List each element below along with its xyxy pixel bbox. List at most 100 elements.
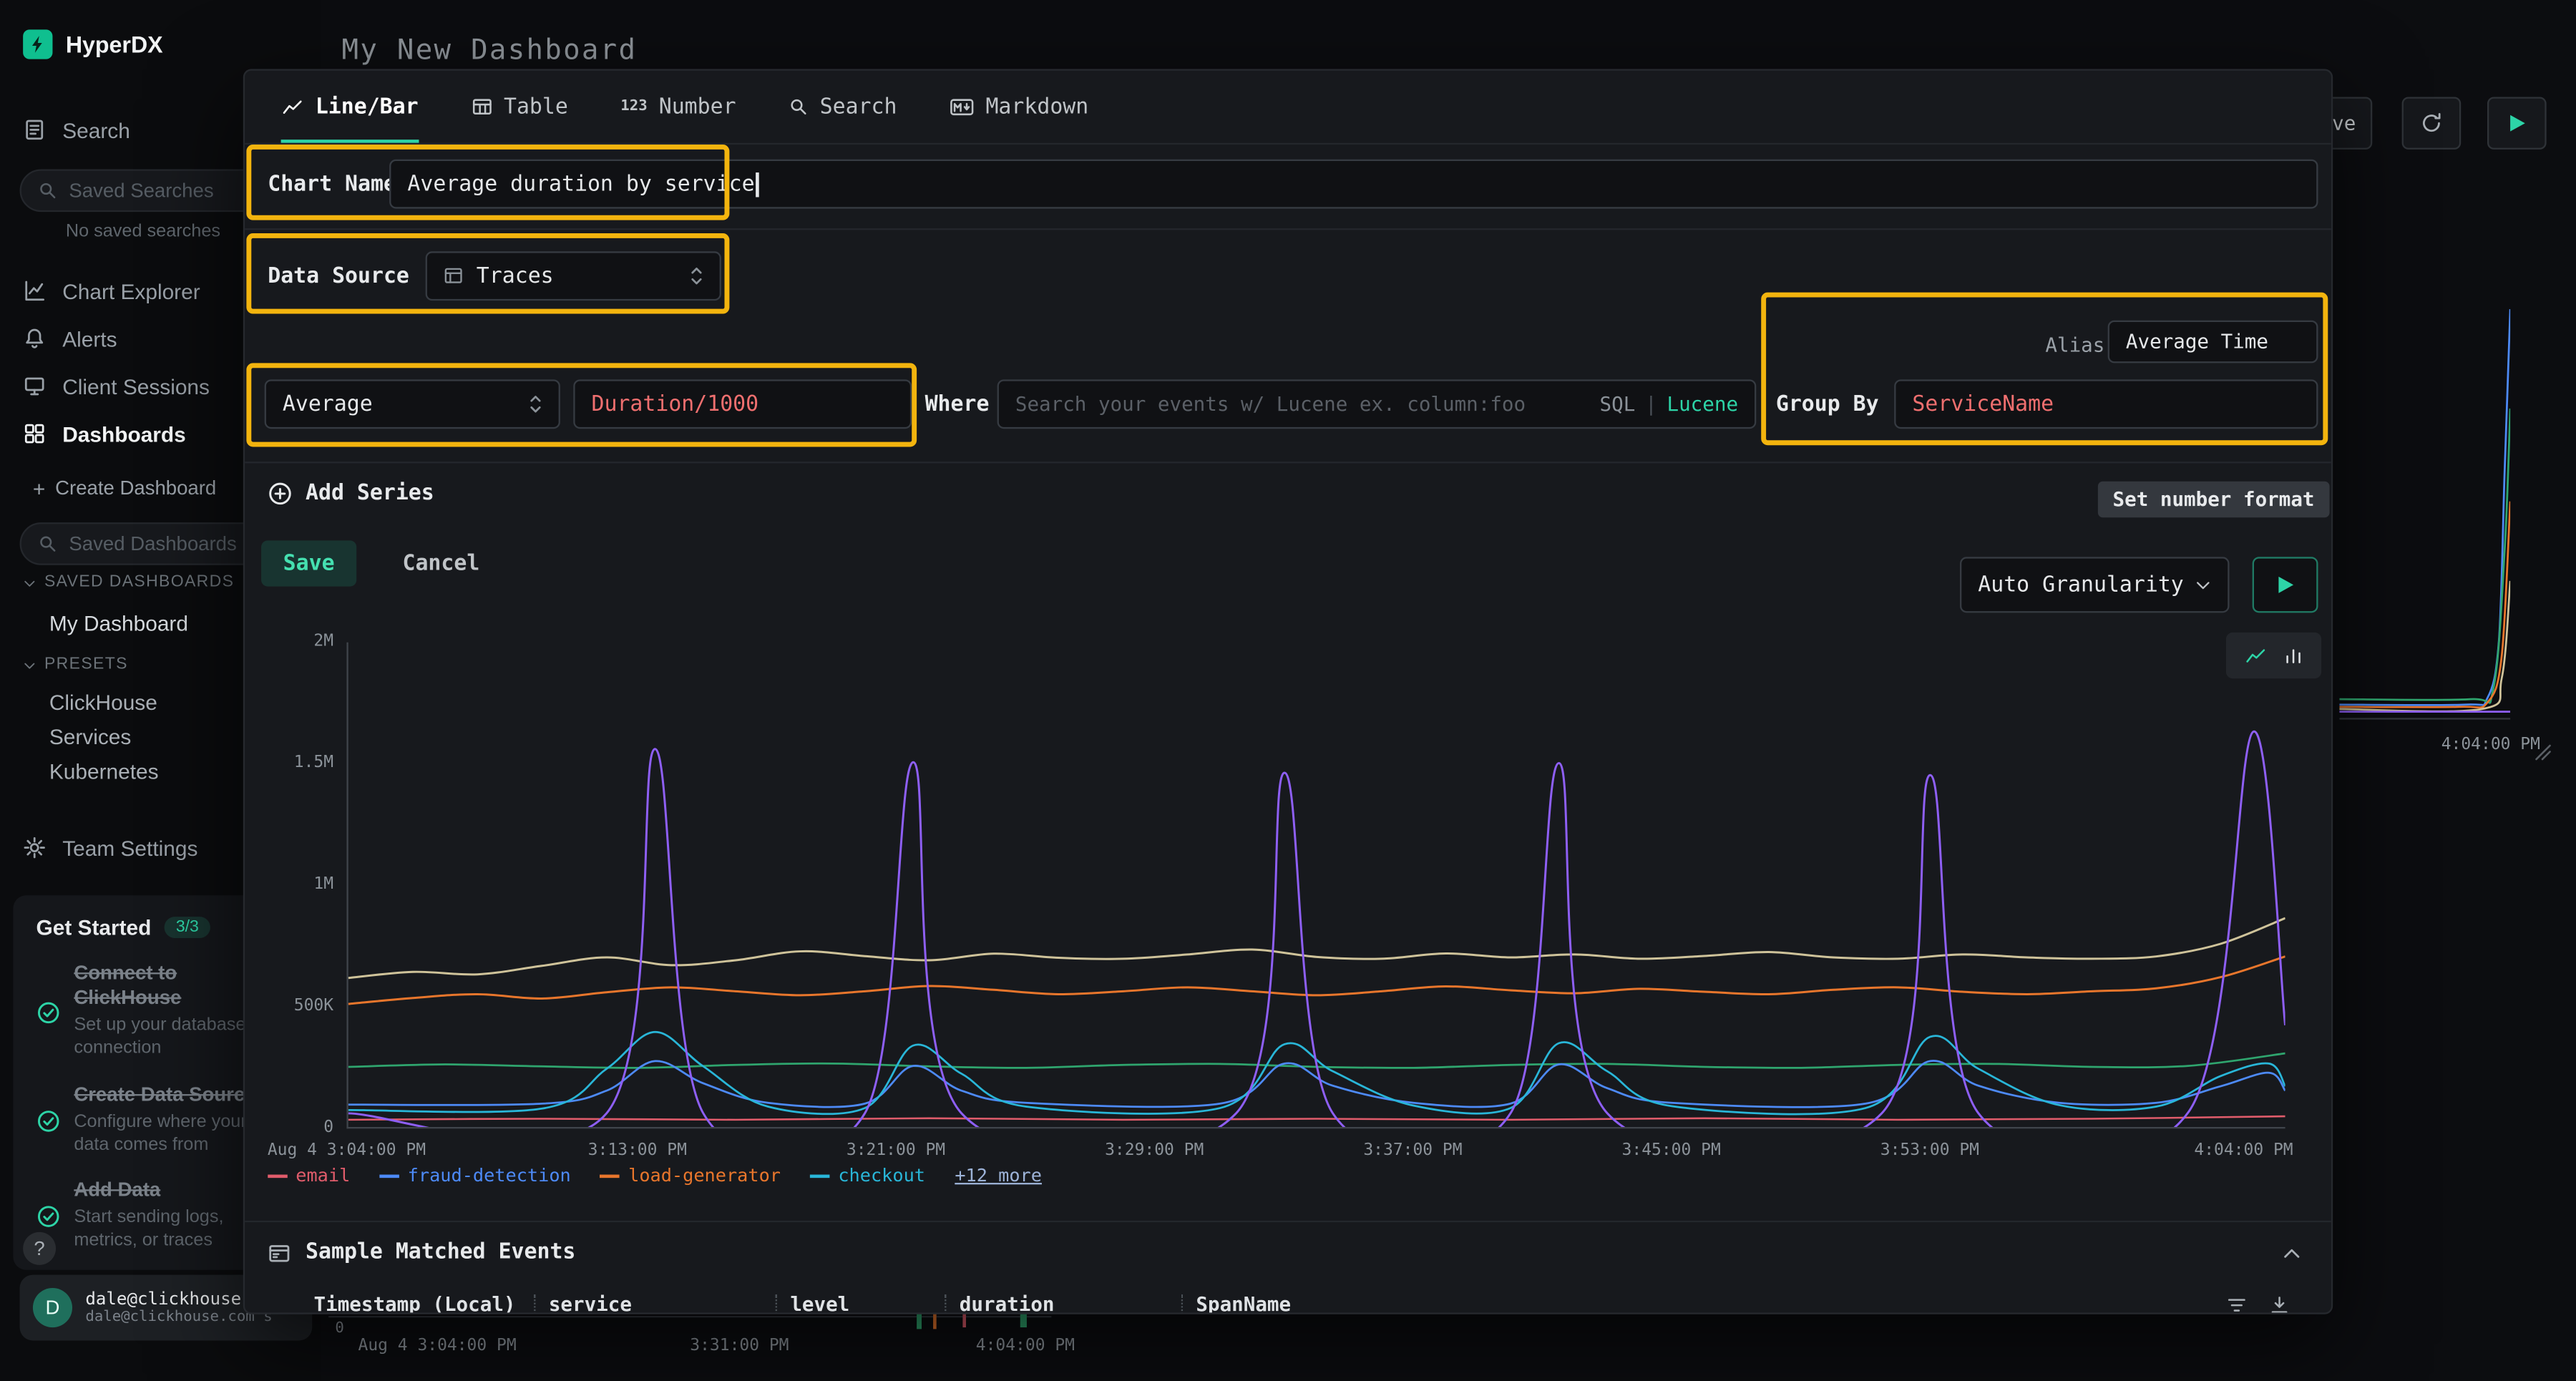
cancel-label: Cancel <box>402 551 479 575</box>
download-icon[interactable] <box>2269 1294 2290 1314</box>
sidebar-item-search[interactable]: Search <box>23 112 130 148</box>
tab-number[interactable]: 123 Number <box>620 71 736 143</box>
lucene-toggle[interactable]: Lucene <box>1667 393 1739 416</box>
section-saved-dashboards[interactable]: SAVED DASHBOARDS <box>23 573 253 591</box>
column-header-timestamp[interactable]: Timestamp (Local) <box>314 1293 516 1314</box>
cancel-button[interactable]: Cancel <box>389 540 493 586</box>
add-series-button[interactable]: Add Series <box>268 482 434 506</box>
page-title[interactable]: My New Dashboard <box>342 34 638 67</box>
resize-corner-icon[interactable] <box>2533 743 2553 763</box>
sidebar-item-label: Team Settings <box>62 835 197 859</box>
run-chart-button[interactable] <box>2253 557 2318 613</box>
sidebar-item-team-settings[interactable]: Team Settings <box>23 829 197 866</box>
main-chart-plot[interactable] <box>346 643 2285 1129</box>
toggle-divider: | <box>1645 393 1657 416</box>
y-axis-tick: 1.5M <box>245 754 333 772</box>
x-axis-tick: 3:45:00 PM <box>1622 1142 1721 1160</box>
legend-item[interactable]: fraud-detection <box>380 1165 571 1186</box>
help-button[interactable]: ? <box>23 1232 56 1265</box>
user-org: dale@clickhouse.com's <box>85 1309 272 1326</box>
sidebar-item-label: Client Sessions <box>62 374 210 398</box>
tab-line-bar[interactable]: Line/Bar <box>281 71 419 143</box>
sidebar-item-kubernetes[interactable]: Kubernetes <box>49 759 159 784</box>
collapse-section-icon[interactable] <box>2282 1244 2302 1264</box>
monitor-icon <box>23 374 46 397</box>
check-circle-icon <box>36 1085 61 1157</box>
column-header-spanname[interactable]: SpanName <box>1196 1293 1291 1314</box>
tab-label: Markdown <box>985 94 1088 119</box>
plus-circle-icon <box>268 482 292 506</box>
background-x-tick: 3:31:00 PM <box>690 1337 789 1355</box>
check-circle-icon <box>36 965 61 1061</box>
filter-icon[interactable] <box>2226 1294 2248 1314</box>
background-mini-chart-time: 4:04:00 PM <box>2441 736 2540 754</box>
run-query-button[interactable] <box>2487 97 2547 149</box>
line-chart-toggle-icon[interactable] <box>2244 645 2267 665</box>
saved-dashboards-placeholder: Saved Dashboards <box>69 532 236 555</box>
tab-markdown[interactable]: Markdown <box>950 71 1088 143</box>
group-by-input[interactable]: ServiceName <box>1894 379 2318 429</box>
line-chart-icon <box>281 97 304 117</box>
legend-item[interactable]: checkout <box>810 1165 925 1186</box>
where-input[interactable]: Search your events w/ Lucene ex. column:… <box>997 379 1757 429</box>
alias-input[interactable]: Average Time <box>2108 321 2318 363</box>
save-button[interactable]: Save <box>261 540 356 586</box>
field-value: Duration/1000 <box>592 392 759 416</box>
bell-icon <box>23 327 46 350</box>
sidebar-item-client-sessions[interactable]: Client Sessions <box>23 368 210 404</box>
legend-item[interactable]: email <box>268 1165 350 1186</box>
aggregation-select[interactable]: Average <box>265 379 560 429</box>
create-dashboard-button[interactable]: + Create Dashboard <box>33 470 216 507</box>
legend-item[interactable]: load-generator <box>600 1165 781 1186</box>
sidebar-item-chart-explorer[interactable]: Chart Explorer <box>23 273 200 309</box>
column-header-level[interactable]: level <box>790 1293 849 1314</box>
sidebar-item-services[interactable]: Services <box>49 724 131 748</box>
sidebar-item-my-dashboard[interactable]: My Dashboard <box>49 611 188 635</box>
tab-label: Line/Bar <box>316 94 419 119</box>
tab-table[interactable]: Table <box>471 71 568 143</box>
chevron-down-icon <box>23 576 36 589</box>
chevron-down-icon <box>23 658 36 671</box>
sidebar-item-dashboards[interactable]: Dashboards <box>23 416 186 452</box>
section-presets[interactable]: PRESETS <box>23 655 128 673</box>
hyperdx-logo-icon <box>23 29 52 59</box>
column-header-service[interactable]: service <box>549 1293 632 1314</box>
column-header-duration[interactable]: duration <box>960 1293 1055 1314</box>
data-source-select[interactable]: Traces <box>426 251 721 301</box>
chart-name-input[interactable]: Average duration by service <box>389 160 2318 209</box>
editor-tabs: Line/Bar Table 123 Number Search Markdow… <box>281 71 1089 143</box>
brand[interactable]: HyperDX <box>23 29 162 59</box>
legend-more-link[interactable]: +12 more <box>955 1165 1042 1186</box>
sample-events-header[interactable]: Sample Matched Events <box>268 1240 575 1264</box>
set-number-format-button[interactable]: Set number format <box>2098 482 2329 518</box>
sample-events-table-header: Timestamp (Local) service level duration… <box>268 1293 2318 1314</box>
magnifier-icon <box>38 181 58 201</box>
tab-label: Number <box>659 94 736 119</box>
sidebar-item-alerts[interactable]: Alerts <box>23 321 117 357</box>
get-started-title: Get Started <box>36 915 152 940</box>
legend-label: checkout <box>838 1165 925 1186</box>
alias-label: Alias <box>2045 333 2104 356</box>
x-axis-tick: 3:29:00 PM <box>1105 1142 1204 1160</box>
sidebar-item-clickhouse[interactable]: ClickHouse <box>49 690 157 714</box>
tab-search[interactable]: Search <box>789 71 897 143</box>
field-input[interactable]: Duration/1000 <box>573 379 912 429</box>
background-chart-axis <box>328 1316 1051 1317</box>
avatar: D <box>33 1288 72 1327</box>
chart-explorer-icon <box>23 279 46 302</box>
saved-searches-placeholder: Saved Searches <box>69 179 213 202</box>
chart-editor-modal: Line/Bar Table 123 Number Search Markdow… <box>243 69 2333 1314</box>
granularity-value: Auto Granularity <box>1978 572 2184 597</box>
data-source-value: Traces <box>477 263 554 288</box>
background-x-tick: 4:04:00 PM <box>976 1337 1075 1355</box>
gear-icon <box>23 836 46 859</box>
background-x-tick: Aug 4 3:04:00 PM <box>358 1337 517 1355</box>
tab-label: Search <box>820 94 897 119</box>
bar-chart-toggle-icon[interactable] <box>2283 645 2303 665</box>
sql-toggle[interactable]: SQL <box>1600 393 1636 416</box>
section-label: PRESETS <box>44 655 128 673</box>
granularity-select[interactable]: Auto Granularity <box>1960 557 2230 613</box>
refresh-button[interactable] <box>2402 97 2462 149</box>
panel-list-icon <box>268 1241 291 1264</box>
traces-source-icon <box>444 266 464 286</box>
